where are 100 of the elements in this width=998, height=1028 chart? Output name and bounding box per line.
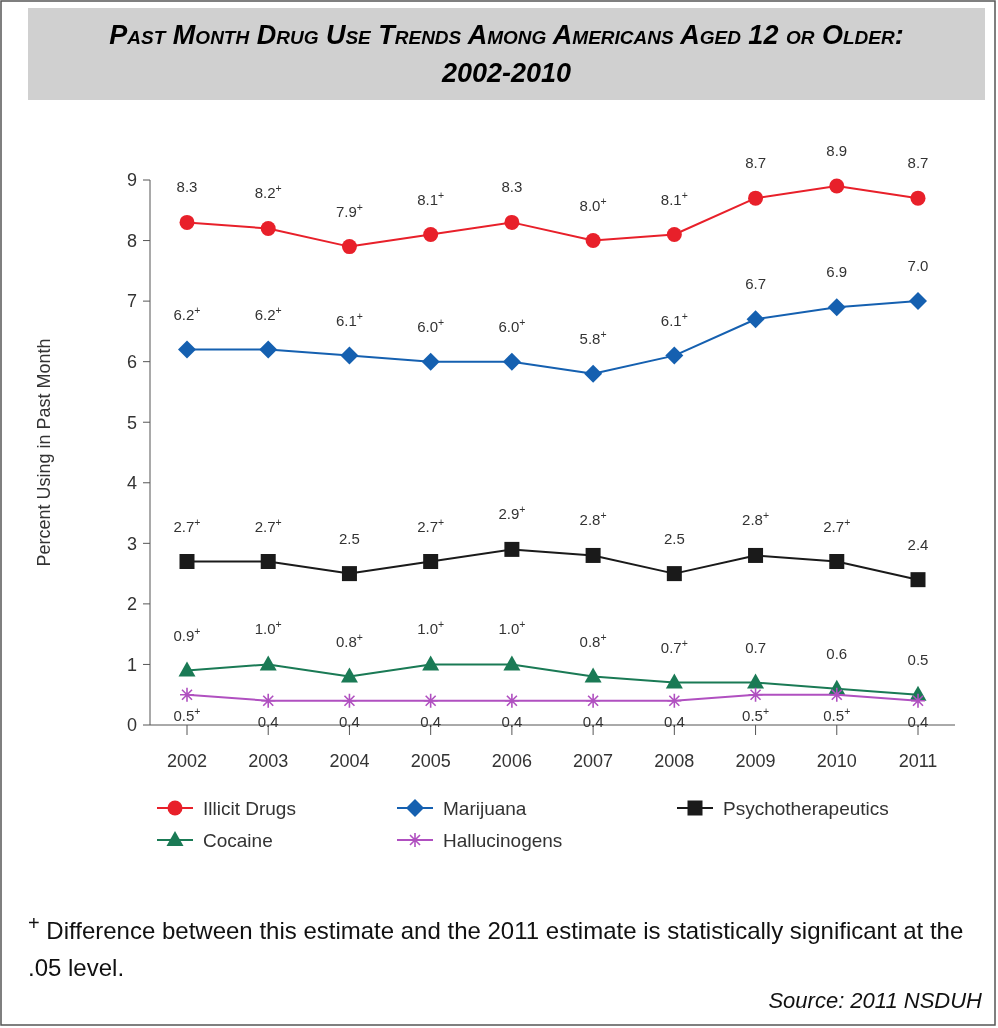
point: [746, 310, 765, 329]
point: [504, 541, 520, 557]
data-label: 0.8$^{+}$: [335, 630, 363, 650]
data-label: 0.7$^{+}$: [660, 636, 688, 656]
data-label: 6.2$^{+}$: [173, 303, 201, 323]
x-tick-label: 2008: [654, 751, 695, 771]
data-label: 8.2$^{+}$: [254, 182, 282, 202]
data-label: 5.8$^{+}$: [579, 327, 607, 347]
point: [341, 692, 358, 709]
y-tick-label: 4: [126, 473, 137, 494]
point: [503, 655, 521, 671]
data-label: 6.0$^{+}$: [417, 315, 445, 335]
point: [584, 364, 603, 383]
point: [747, 673, 765, 689]
point: [748, 190, 764, 206]
point: [341, 566, 357, 582]
data-label: 0.8$^{+}$: [579, 630, 607, 650]
point: [584, 667, 602, 683]
data-label: 0.4: [339, 712, 360, 730]
x-tick-label: 2002: [166, 751, 208, 771]
text: $^{+}$ Difference between this estimate and the 2011 estimate is statistically significant at the .05 level.: [28, 911, 965, 983]
x-tick-label: 2003: [248, 751, 289, 771]
legend-label: Psychotherapeutics: [723, 797, 889, 819]
point: [179, 686, 195, 703]
data-label: 2.5: [339, 529, 360, 547]
x-tick-label: 2007: [573, 751, 614, 771]
point: [422, 692, 439, 709]
y-tick-label: 1: [126, 654, 137, 675]
legend-label: Illicit Drugs: [203, 797, 296, 819]
point: [828, 686, 845, 703]
point: [422, 655, 440, 671]
data-label: 0.4: [582, 712, 604, 730]
point: [259, 340, 278, 359]
point: [179, 214, 195, 230]
point: [178, 340, 196, 359]
data-label: 2.7$^{+}$: [173, 515, 201, 535]
point: [827, 298, 846, 317]
point: [910, 692, 926, 709]
x-tick-label: 2004: [329, 751, 370, 771]
data-label: 2.8$^{+}$: [742, 509, 770, 529]
data-label: 6.9: [826, 263, 848, 281]
y-axis-title: Percent Using in Past Month: [34, 338, 54, 567]
data-label: 8.7: [907, 154, 929, 172]
point: [340, 346, 359, 365]
point: [260, 220, 276, 236]
y-tick-label: 7: [126, 291, 137, 312]
point: [585, 692, 601, 709]
data-label: 0.6: [826, 644, 848, 662]
point: [340, 667, 358, 683]
data-label: 2.5: [663, 529, 685, 547]
data-label: 8.0$^{+}$: [579, 194, 607, 214]
data-label: 0.5$^{+}$: [173, 704, 201, 724]
y-tick-label: 3: [126, 533, 137, 554]
point: [421, 352, 440, 371]
data-label: 8.3: [501, 178, 523, 196]
point: [909, 292, 927, 311]
point: [502, 352, 521, 371]
data-label: 1.0$^{+}$: [254, 618, 282, 638]
data-label: 7.0: [907, 257, 929, 275]
data-label: 2.9$^{+}$: [498, 503, 526, 523]
data-label: 0.4: [663, 712, 685, 730]
data-label: 8.7: [745, 154, 766, 172]
data-label: 6.2$^{+}$: [254, 303, 282, 323]
data-label: 0.4: [501, 712, 523, 730]
point: [260, 554, 276, 569]
data-label: 7.9$^{+}$: [335, 200, 363, 220]
data-label: 0.5$^{+}$: [742, 704, 770, 724]
point: [910, 572, 926, 588]
point: [666, 692, 683, 709]
data-label: 8.1$^{+}$: [417, 188, 445, 208]
point: [748, 547, 764, 563]
point: [504, 214, 520, 230]
data-label: 0.5$^{+}$: [823, 704, 851, 724]
y-tick-label: 8: [126, 230, 137, 251]
data-label: 0.5: [907, 650, 929, 668]
data-label: 0.4: [907, 712, 929, 730]
point: [341, 239, 357, 255]
y-tick-label: 9: [126, 170, 137, 191]
point: [178, 661, 196, 677]
data-label: 0.7: [745, 638, 766, 656]
point: [585, 547, 601, 563]
data-label: 8.9: [826, 142, 848, 160]
point: [666, 227, 682, 242]
data-label: 2.8$^{+}$: [579, 509, 607, 529]
data-label: 8.3: [176, 178, 198, 196]
chart-title: Past Month Drug Use Trends Among Americans Aged 12 or Older: 2002-2010: [28, 8, 985, 100]
legend-label: Cocaine: [203, 829, 273, 851]
point: [179, 554, 195, 569]
point: [747, 686, 764, 703]
point: [423, 227, 439, 242]
legend-label: Marijuana: [443, 797, 527, 819]
data-label: 2.4: [907, 535, 929, 553]
source-note: Source: 2011 NSDUH: [768, 988, 983, 1013]
data-label: 2.7$^{+}$: [823, 515, 851, 535]
y-tick-label: 0: [126, 715, 137, 736]
data-label: 6.1$^{+}$: [335, 309, 363, 329]
x-tick-label: 2009: [735, 751, 776, 771]
data-label: 1.0$^{+}$: [498, 618, 526, 638]
y-tick-label: 5: [126, 412, 137, 433]
point: [910, 190, 926, 206]
